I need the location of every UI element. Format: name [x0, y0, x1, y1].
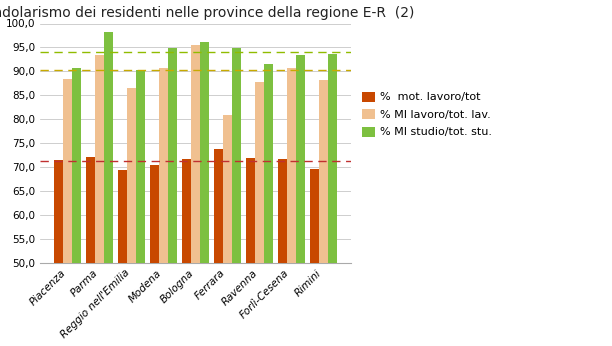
- Bar: [54, 160, 63, 346]
- Bar: [168, 48, 177, 346]
- Bar: [278, 158, 286, 346]
- Bar: [127, 88, 136, 346]
- Bar: [136, 71, 145, 346]
- Bar: [191, 45, 200, 346]
- Bar: [286, 68, 296, 346]
- Bar: [296, 55, 305, 346]
- Bar: [86, 157, 95, 346]
- Bar: [200, 42, 209, 346]
- Bar: [214, 149, 223, 346]
- Bar: [246, 158, 255, 346]
- Bar: [104, 32, 113, 346]
- Bar: [118, 170, 127, 346]
- Bar: [72, 68, 81, 346]
- Bar: [223, 116, 232, 346]
- Bar: [95, 55, 104, 346]
- Bar: [159, 68, 168, 346]
- Title: Pendolarismo dei residenti nelle province della regione E-R  (2): Pendolarismo dei residenti nelle provinc…: [0, 6, 414, 20]
- Bar: [310, 169, 319, 346]
- Bar: [327, 54, 337, 346]
- Bar: [182, 158, 191, 346]
- Bar: [319, 80, 327, 346]
- Bar: [264, 64, 272, 346]
- Bar: [150, 165, 159, 346]
- Bar: [63, 79, 72, 346]
- Legend: %  mot. lavoro/tot, % MI lavoro/tot. lav., % MI studio/tot. stu.: % mot. lavoro/tot, % MI lavoro/tot. lav.…: [359, 90, 494, 139]
- Bar: [232, 48, 241, 346]
- Bar: [255, 82, 264, 346]
